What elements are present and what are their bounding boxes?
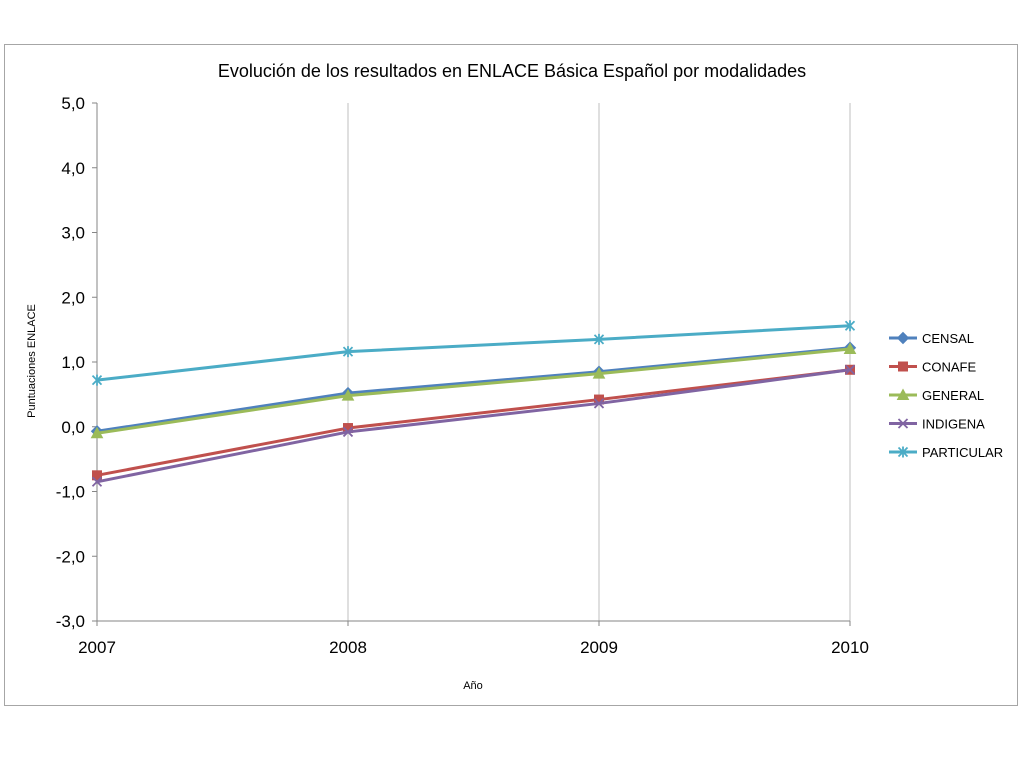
series-group xyxy=(90,320,857,487)
y-tick-label: 5,0 xyxy=(61,94,85,113)
series-line-indigena xyxy=(96,368,851,484)
legend-marker xyxy=(896,331,910,345)
x-tick-label: 2008 xyxy=(329,638,367,657)
series-censal xyxy=(90,341,857,438)
y-tick-label: 4,0 xyxy=(61,159,85,178)
legend-item-conafe: CONAFE xyxy=(889,360,977,375)
data-point-general xyxy=(90,426,104,439)
legend-label: PARTICULAR xyxy=(922,445,1003,460)
legend-label: GENERAL xyxy=(922,388,984,403)
data-point-indigena xyxy=(91,476,103,487)
marker-shape xyxy=(844,364,856,375)
data-point-general xyxy=(341,389,355,401)
series-particular xyxy=(91,320,856,386)
data-point-particular xyxy=(342,346,354,358)
series-line-conafe xyxy=(96,368,851,477)
legend: CENSAL CONAFE GENERAL INDIGENA PARTICULAR xyxy=(889,331,1003,460)
y-tick-label: 3,0 xyxy=(61,224,85,243)
marker-shape xyxy=(342,426,354,438)
data-point-particular xyxy=(91,374,103,386)
marker-shape xyxy=(898,361,908,372)
y-tick-label: -3,0 xyxy=(56,612,85,631)
marker-shape xyxy=(92,470,102,481)
x-tick-label: 2009 xyxy=(580,638,618,657)
legend-marker xyxy=(897,446,909,458)
x-tick-label: 2007 xyxy=(78,638,116,657)
legend-marker xyxy=(897,418,909,429)
grid-lines xyxy=(347,103,851,621)
legend-label: CENSAL xyxy=(922,331,974,346)
axes xyxy=(92,102,851,626)
data-point-indigena xyxy=(342,426,354,438)
data-point-indigena xyxy=(844,364,856,375)
legend-label: INDIGENA xyxy=(922,417,985,432)
y-tick-label: 2,0 xyxy=(61,288,85,307)
marker-shape xyxy=(341,389,355,401)
chart-title: Evolución de los resultados en ENLACE Bá… xyxy=(218,61,806,81)
legend-item-particular: PARTICULAR xyxy=(889,445,1003,460)
legend-label: CONAFE xyxy=(922,360,977,375)
legend-marker xyxy=(898,361,908,372)
series-line-general xyxy=(96,347,851,435)
y-tick-label: 0,0 xyxy=(61,418,85,437)
marker-shape xyxy=(897,418,909,429)
marker-shape xyxy=(592,367,606,379)
line-chart: Evolución de los resultados en ENLACE Bá… xyxy=(26,61,1003,692)
y-tick-label: 1,0 xyxy=(61,353,85,372)
marker-shape xyxy=(896,388,910,400)
data-point-general xyxy=(592,367,606,379)
chart-frame: Evolución de los resultados en ENLACE Bá… xyxy=(4,44,1018,706)
x-tick-label: 2010 xyxy=(831,638,869,657)
marker-shape xyxy=(593,398,605,409)
data-point-general xyxy=(843,342,857,355)
marker-shape xyxy=(90,426,104,439)
legend-item-censal: CENSAL xyxy=(889,331,974,346)
marker-shape xyxy=(91,476,103,487)
data-point-particular xyxy=(593,333,605,345)
marker-shape xyxy=(843,342,857,355)
x-tick-labels: 2007 2008 2009 2010 xyxy=(78,638,869,657)
data-point-indigena xyxy=(593,398,605,409)
y-axis-title: Puntuaciones ENLACE xyxy=(26,304,38,418)
series-indigena xyxy=(91,364,856,487)
series-general xyxy=(90,342,857,439)
series-line-censal xyxy=(96,346,851,433)
data-point-conafe xyxy=(92,470,102,481)
series-line-particular xyxy=(96,324,851,382)
data-point-particular xyxy=(844,320,856,332)
legend-item-general: GENERAL xyxy=(889,388,984,403)
x-axis-title: Año xyxy=(463,680,483,692)
y-tick-label: -1,0 xyxy=(56,483,85,502)
legend-item-indigena: INDIGENA xyxy=(889,417,985,432)
marker-shape xyxy=(896,331,910,345)
y-tick-label: -2,0 xyxy=(56,547,85,566)
y-tick-labels: 5,0 4,0 3,0 2,0 1,0 0,0 -1,0 -2,0 -3,0 xyxy=(56,94,85,631)
legend-marker xyxy=(896,388,910,400)
